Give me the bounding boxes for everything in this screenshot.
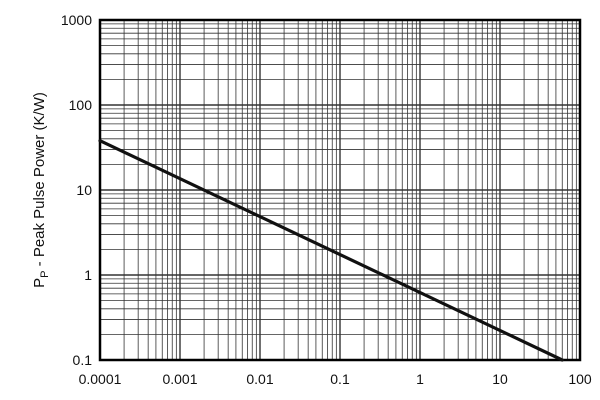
x-tick-label: 0.0001 (79, 371, 122, 387)
grid-lines (100, 20, 580, 360)
x-tick-label: 0.01 (246, 371, 273, 387)
x-tick-label: 10 (492, 371, 508, 387)
x-tick-label: 0.1 (330, 371, 350, 387)
y-axis-tick-labels: 0.1 1 10 100 1000 (61, 12, 92, 368)
y-tick-label: 10 (76, 182, 92, 198)
y-tick-label: 1 (84, 267, 92, 283)
y-tick-label: 1000 (61, 12, 92, 28)
y-axis-title-text: - Peak Pulse Power (K/W) (31, 92, 48, 270)
y-tick-label: 0.1 (73, 352, 93, 368)
x-tick-label: 0.001 (162, 371, 197, 387)
x-tick-label: 100 (568, 371, 592, 387)
y-axis-title-symbol: P (31, 278, 48, 288)
y-axis-title-subscript: P (39, 271, 51, 278)
x-axis-tick-labels: 0.0001 0.001 0.01 0.1 1 10 100 (79, 371, 592, 387)
series-layer (98, 139, 564, 362)
x-tick-label: 1 (416, 371, 424, 387)
y-axis-title: PP - Peak Pulse Power (K/W) (31, 92, 51, 288)
y-tick-label: 100 (69, 97, 93, 113)
plot-frame (98, 18, 582, 362)
series-line (98, 139, 564, 362)
